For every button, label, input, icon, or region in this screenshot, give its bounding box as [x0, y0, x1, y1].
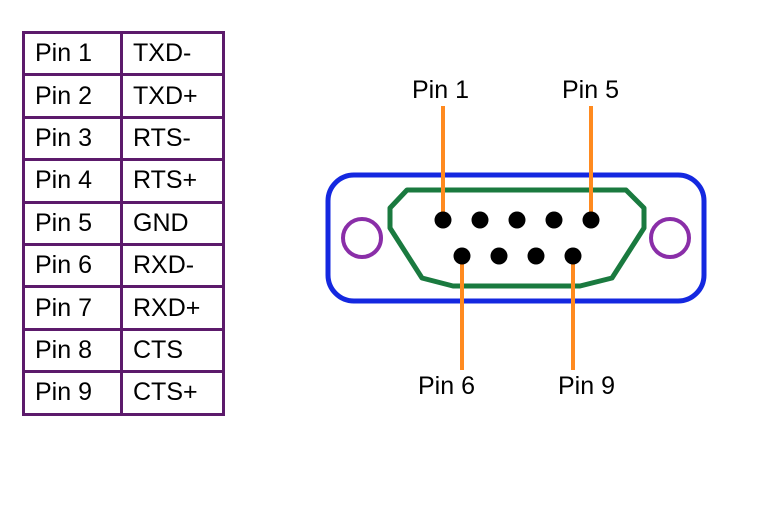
table-row: Pin 4RTS+ — [24, 160, 224, 202]
connector-d-shell — [390, 190, 644, 286]
pin-bottom-3 — [528, 248, 545, 265]
table-row: Pin 5GND — [24, 202, 224, 244]
pin-bottom-4 — [565, 248, 582, 265]
screw-hole-right — [651, 219, 689, 257]
pin-number-cell: Pin 8 — [24, 329, 122, 371]
connector-pin-label: Pin 6 — [418, 372, 475, 401]
pin-number-cell: Pin 1 — [24, 33, 122, 75]
pin-bottom-1 — [454, 248, 471, 265]
pin-number-cell: Pin 5 — [24, 202, 122, 244]
pin-top-1 — [435, 212, 452, 229]
pin-top-2 — [472, 212, 489, 229]
pin-signal-cell: CTS+ — [122, 372, 224, 414]
screw-hole-left — [343, 219, 381, 257]
db9-connector-diagram — [310, 60, 750, 440]
connector-outer-shell — [328, 175, 704, 301]
pin-signal-cell: RTS- — [122, 117, 224, 159]
pin-top-3 — [509, 212, 526, 229]
connector-pin-label: Pin 9 — [558, 372, 615, 401]
pin-signal-cell: RTS+ — [122, 160, 224, 202]
pin-signal-cell: RXD+ — [122, 287, 224, 329]
pin-signal-cell: TXD+ — [122, 75, 224, 117]
pin-number-cell: Pin 4 — [24, 160, 122, 202]
table-row: Pin 6RXD- — [24, 244, 224, 286]
table-row: Pin 9CTS+ — [24, 372, 224, 414]
connector-pin-label: Pin 1 — [412, 76, 469, 105]
pin-top-4 — [546, 212, 563, 229]
pin-signal-cell: GND — [122, 202, 224, 244]
connector-pin-label: Pin 5 — [562, 76, 619, 105]
table-row: Pin 7RXD+ — [24, 287, 224, 329]
pin-number-cell: Pin 9 — [24, 372, 122, 414]
pin-number-cell: Pin 7 — [24, 287, 122, 329]
pin-signal-cell: CTS — [122, 329, 224, 371]
pin-number-cell: Pin 6 — [24, 244, 122, 286]
pin-signal-cell: RXD- — [122, 244, 224, 286]
pinout-table-body: Pin 1TXD-Pin 2TXD+Pin 3RTS-Pin 4RTS+Pin … — [24, 33, 224, 415]
table-row: Pin 1TXD- — [24, 33, 224, 75]
pin-number-cell: Pin 2 — [24, 75, 122, 117]
pinout-table: Pin 1TXD-Pin 2TXD+Pin 3RTS-Pin 4RTS+Pin … — [22, 31, 225, 416]
pin-bottom-2 — [491, 248, 508, 265]
pin-signal-cell: TXD- — [122, 33, 224, 75]
pin-top-5 — [583, 212, 600, 229]
pin-number-cell: Pin 3 — [24, 117, 122, 159]
table-row: Pin 8CTS — [24, 329, 224, 371]
stage: { "table": { "x": 22, "y": 31, "col1_wid… — [0, 0, 768, 512]
table-row: Pin 2TXD+ — [24, 75, 224, 117]
table-row: Pin 3RTS- — [24, 117, 224, 159]
